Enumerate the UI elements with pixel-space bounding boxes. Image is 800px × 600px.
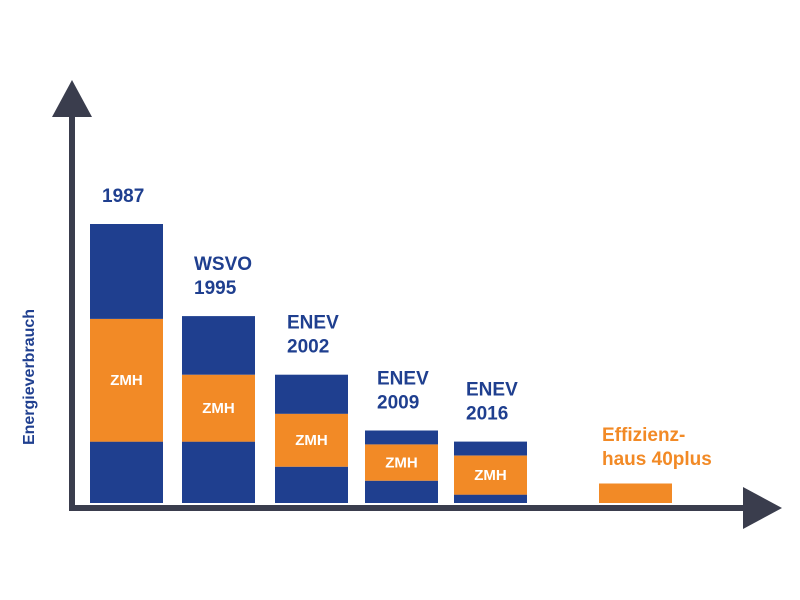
segment-label: ZMH xyxy=(110,372,143,389)
category-label: WSVO 1995 xyxy=(194,254,252,299)
segment-label: ZMH xyxy=(202,400,235,417)
bar-segment-base xyxy=(90,441,163,503)
bar-segment-zmh xyxy=(454,455,527,495)
x-axis-arrow-icon xyxy=(743,487,782,529)
segment-label: ZMH xyxy=(295,432,328,449)
bar-segment-base xyxy=(275,374,348,414)
y-axis-arrow-icon xyxy=(52,80,92,117)
bar-segment-base xyxy=(90,224,163,319)
category-label: 1987 xyxy=(102,186,144,207)
category-labels: 1987 WSVO 1995 ENEV 2002 ENEV 2009 ENEV 2016 Effi… xyxy=(102,186,712,470)
category-label: ENEV 2002 xyxy=(287,313,339,358)
segment-label: ZMH xyxy=(474,467,507,484)
category-label: ENEV 2016 xyxy=(466,380,518,425)
bar-segment-base xyxy=(365,430,438,445)
bar-segment-base xyxy=(454,494,527,503)
segment-label: ZMH xyxy=(385,455,418,472)
category-label: ENEV 2009 xyxy=(377,368,429,413)
bar-segment-base xyxy=(365,480,438,503)
bar-segment-base xyxy=(182,316,255,375)
bar-segment-base xyxy=(275,466,348,503)
bars: ZMH ZMH ZMH ZMH ZMH xyxy=(90,224,672,503)
y-axis-label: Energieverbrauch xyxy=(21,309,38,445)
bar-segment-zmh xyxy=(90,318,163,442)
axes xyxy=(52,80,782,529)
bar-segment-base xyxy=(182,441,255,503)
bar-segment-zmh xyxy=(599,483,672,503)
bar-segment-zmh xyxy=(182,374,255,442)
bar-segment-zmh xyxy=(365,444,438,481)
category-label: Effizienz-haus 40plus xyxy=(602,425,712,470)
bar-segment-base xyxy=(454,441,527,456)
bar-segment-zmh xyxy=(275,413,348,467)
